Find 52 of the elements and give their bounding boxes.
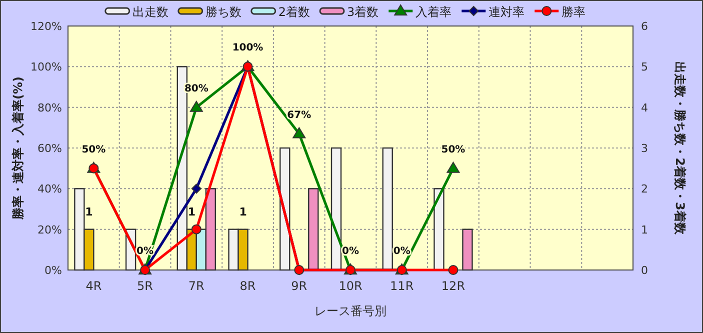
legend-label: 勝ち数 [205,5,242,19]
y-tick-label: 80% [38,101,62,114]
point [292,127,306,138]
y2-tick-label: 0 [641,264,648,277]
data-label: 0% [393,246,410,257]
point [190,100,203,112]
point [448,265,458,275]
y2-tick-label: 6 [641,20,648,33]
y2-tick-label: 2 [641,182,648,196]
bar [382,147,393,271]
data-label: 50% [82,144,106,156]
y-tick-label: 100% [30,60,62,74]
legend-label: 勝率 [562,5,586,19]
bar [308,188,319,271]
x-tick-label: 7R [188,279,204,293]
y-tick-label: 20% [38,223,62,236]
y-tick-label: 0% [44,264,62,277]
x-tick-label: 4R [86,279,102,293]
data-label: 1 [85,205,93,218]
data-label: 50% [441,144,466,156]
y-axis-title: 勝率・連対率・入着率(%) [11,76,25,220]
bar [280,147,290,271]
legend-label: 入着率 [416,5,452,19]
x-tick-label: 8R [240,279,256,293]
bar [434,188,444,271]
x-tick-label: 9R [291,279,308,293]
point [446,162,460,173]
y2-axis-title: 出走数・勝ち数・2着数・3着数 [673,62,687,236]
legend-label: 2着数 [278,5,310,19]
point [191,224,202,234]
x-axis-title: レース番号別 [314,304,386,318]
legend-label: 出走数 [132,5,168,19]
x-tick-label: 10R [338,279,362,293]
y2-tick-label: 4 [641,101,648,114]
legend-label: 連対率 [488,5,525,19]
x-tick-label: 5R [137,279,154,293]
y2-tick-label: 5 [641,60,648,74]
data-label: 67% [287,110,312,121]
bar [462,228,473,271]
bar [330,147,342,271]
y2-tick-label: 1 [641,223,648,236]
x-tick-label: 11R [390,279,414,293]
y2-tick-label: 3 [641,142,648,155]
x-tick-label: 12R [441,279,466,293]
data-label: 1 [188,205,196,218]
data-label: 1 [239,205,247,218]
y-tick-label: 120% [30,20,62,33]
point [191,184,202,194]
data-label: 100% [232,42,264,54]
y-tick-label: 60% [38,142,62,155]
y-tick-label: 40% [38,182,62,196]
legend-label: 3着数 [347,5,379,19]
